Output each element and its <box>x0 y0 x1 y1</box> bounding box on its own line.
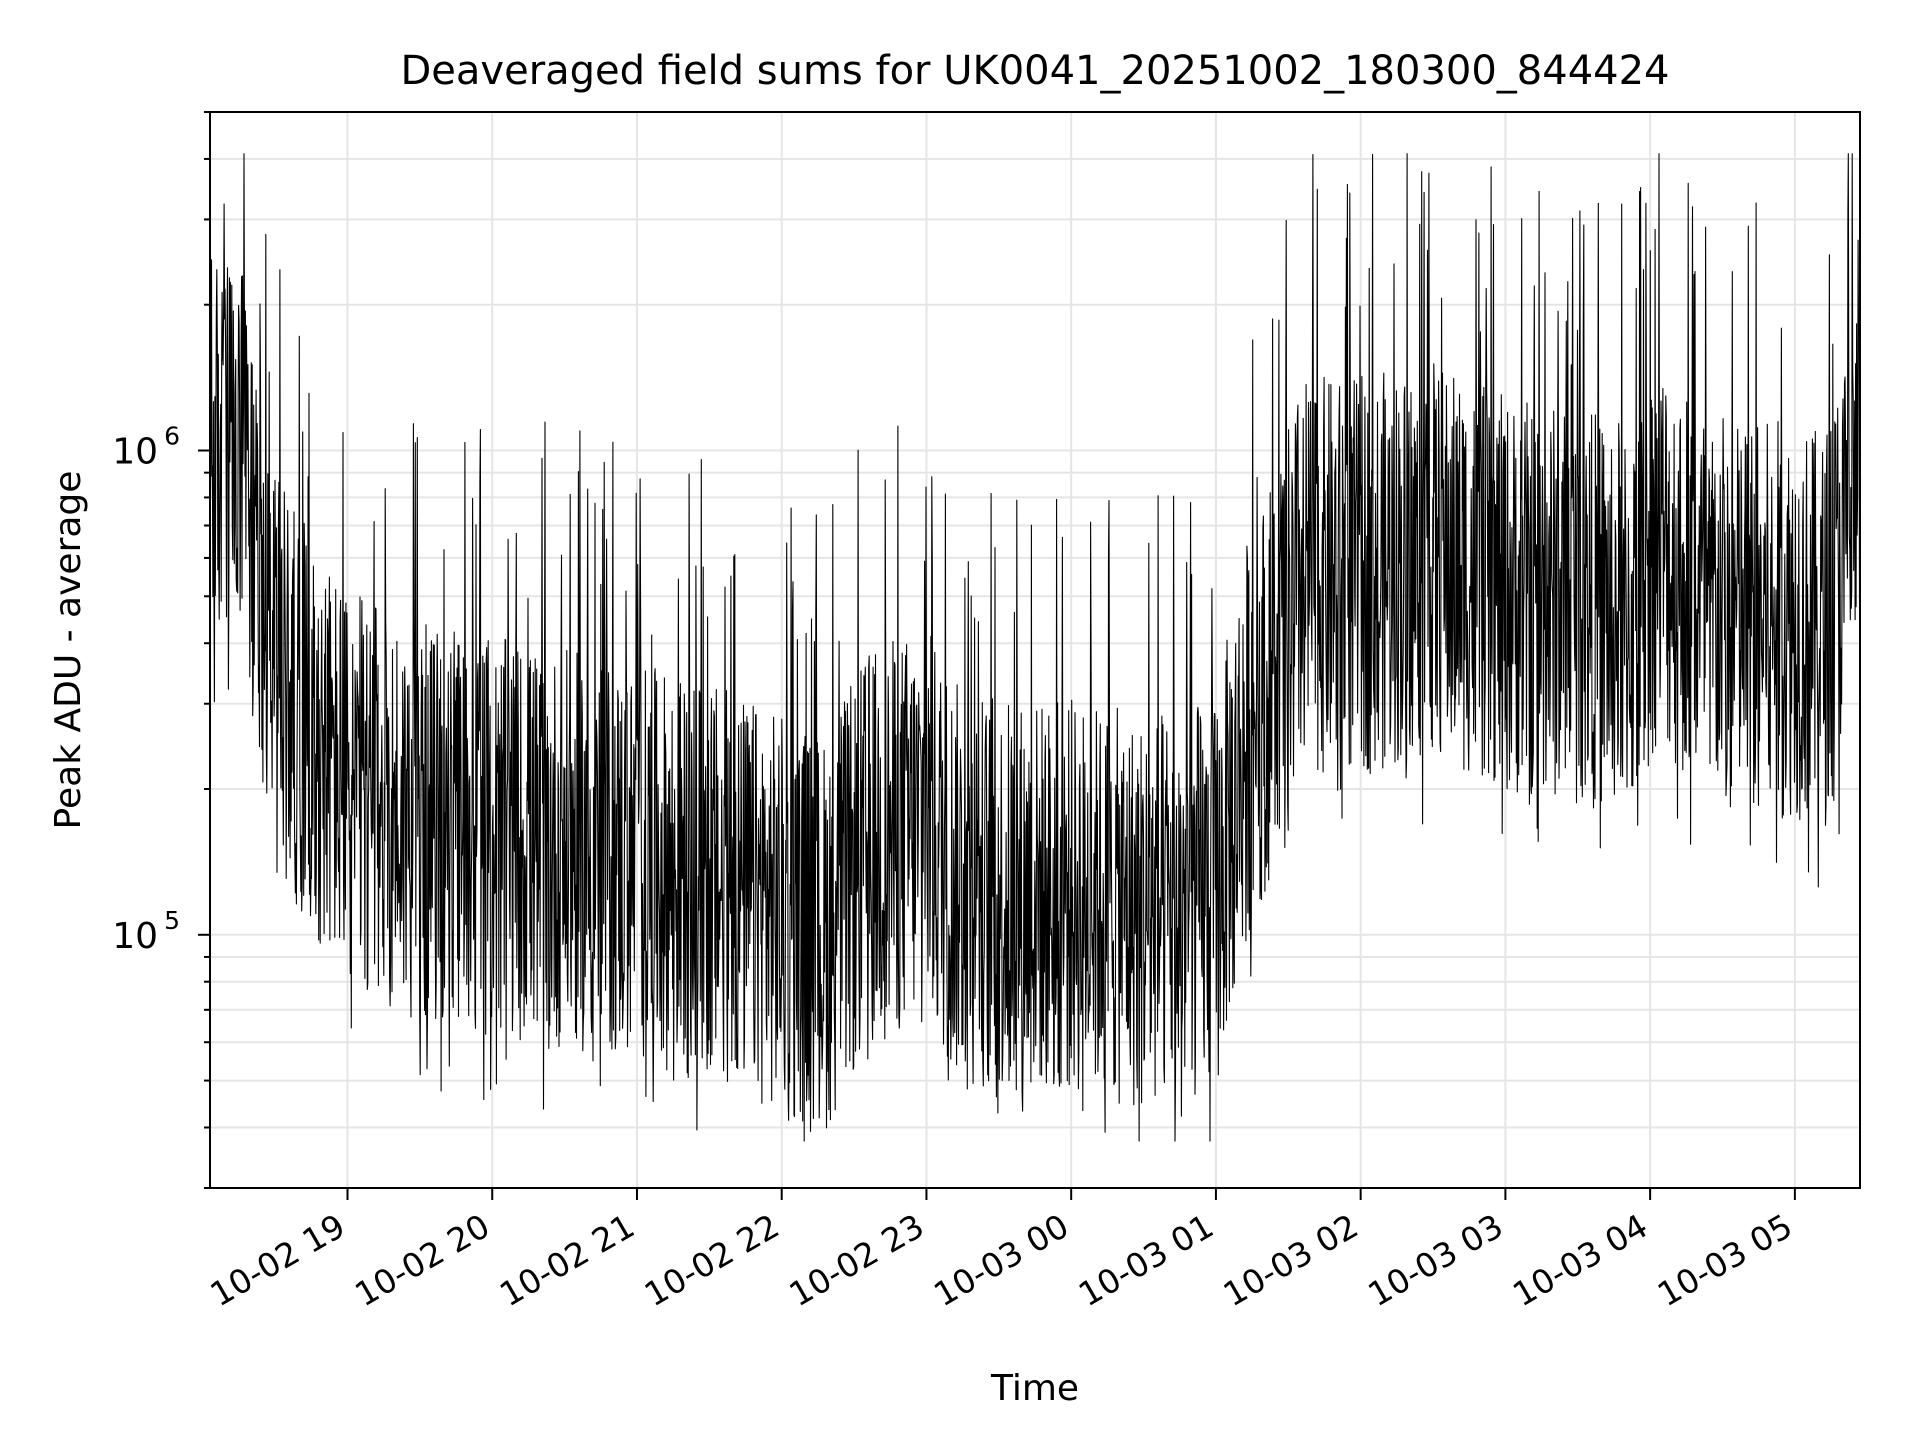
x-axis-label: Time <box>990 1368 1079 1409</box>
y-tick-label: 10 <box>112 431 158 472</box>
chart-title: Deaveraged field sums for UK0041_2025100… <box>400 48 1669 94</box>
y-axis-label: Peak ADU - average <box>48 471 89 830</box>
series-layer <box>209 153 1861 1142</box>
series-line <box>209 153 1861 1142</box>
y-tick-label-exponent: 5 <box>164 906 180 935</box>
y-tick-label: 10 <box>112 916 158 957</box>
plot-frame <box>209 111 1861 1189</box>
y-tick-label-exponent: 6 <box>164 421 180 450</box>
